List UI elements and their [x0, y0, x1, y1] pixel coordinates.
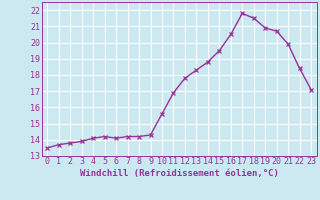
X-axis label: Windchill (Refroidissement éolien,°C): Windchill (Refroidissement éolien,°C) — [80, 169, 279, 178]
